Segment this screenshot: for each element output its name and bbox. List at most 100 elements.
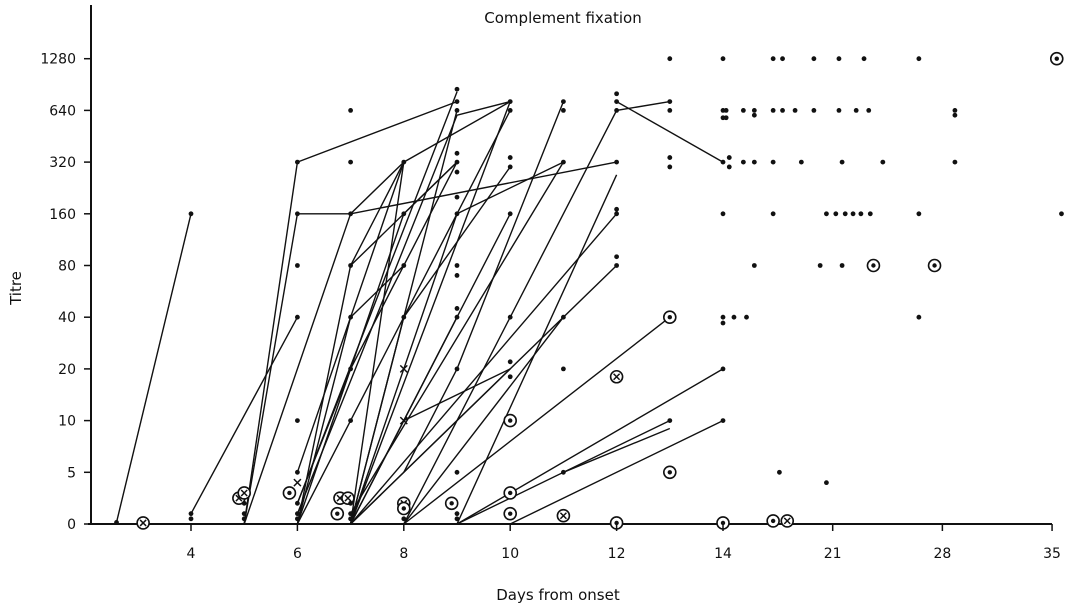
data-point — [454, 516, 460, 522]
point-dot — [811, 56, 817, 62]
series-line — [296, 100, 511, 514]
data-point — [720, 418, 726, 423]
point-dot — [720, 418, 726, 423]
data-point — [720, 314, 726, 320]
point-dot — [751, 108, 757, 113]
point-dot — [614, 159, 619, 165]
x-tick-label: 6 — [293, 546, 302, 562]
point-dot — [287, 490, 292, 496]
data-point — [780, 514, 795, 528]
series-line — [350, 368, 511, 525]
data-point — [723, 108, 729, 113]
point-dot — [188, 516, 194, 522]
data-point — [561, 314, 566, 320]
point-dot — [850, 211, 856, 217]
data-point — [726, 155, 732, 160]
point-dot — [932, 263, 937, 268]
data-point — [401, 159, 407, 165]
data-point — [454, 511, 460, 517]
point-cross — [399, 416, 408, 425]
series-line — [456, 174, 618, 525]
data-point — [561, 108, 566, 113]
data-point — [792, 108, 798, 113]
series-line — [403, 316, 671, 525]
point-dot — [454, 211, 460, 217]
data-point — [454, 150, 460, 156]
data-point — [824, 211, 829, 217]
point-dot — [720, 314, 726, 320]
data-point — [614, 211, 619, 217]
point-dot — [508, 490, 513, 496]
point-dot — [507, 108, 513, 113]
point-dot — [348, 159, 353, 165]
data-point — [916, 314, 922, 320]
series-line — [509, 419, 724, 525]
x-axis-title: Days from onset — [496, 586, 620, 604]
data-point — [916, 56, 922, 62]
data-point — [454, 263, 460, 268]
data-point — [454, 169, 460, 175]
point-dot — [842, 211, 848, 217]
series-line — [403, 368, 511, 422]
point-dot — [839, 263, 845, 268]
point-dot — [720, 211, 726, 217]
point-dot — [952, 112, 958, 118]
data-point — [348, 263, 353, 268]
x-tick-label: 35 — [1043, 546, 1061, 562]
point-dot — [667, 155, 673, 160]
y-tick-label: 0 — [67, 517, 76, 533]
data-point — [614, 254, 619, 260]
point-dot — [667, 99, 673, 105]
data-point — [454, 211, 460, 217]
x-tick-label: 28 — [933, 546, 951, 562]
data-point — [861, 56, 867, 62]
point-dot — [401, 263, 407, 268]
data-point — [561, 469, 566, 475]
point-dot — [916, 56, 922, 62]
data-point — [866, 258, 881, 273]
point-dot — [507, 164, 513, 170]
point-dot — [817, 263, 823, 268]
point-dot — [454, 469, 460, 475]
point-dot — [454, 169, 460, 175]
point-cross — [293, 478, 302, 487]
point-cross — [344, 494, 352, 502]
point-dot — [114, 520, 119, 525]
point-dot — [295, 211, 300, 217]
y-tick-label: 160 — [49, 207, 76, 223]
point-dot — [507, 211, 513, 217]
y-tick-label: 640 — [49, 103, 76, 119]
point-dot — [667, 56, 673, 62]
data-point — [348, 500, 353, 506]
point-dot — [720, 56, 726, 62]
data-point — [561, 366, 566, 372]
point-dot — [614, 206, 619, 212]
point-dot — [740, 108, 746, 113]
data-point — [609, 369, 624, 384]
x-tick-label: 10 — [501, 546, 519, 562]
x-tick-label: 4 — [187, 546, 196, 562]
point-dot — [561, 469, 566, 475]
data-point — [667, 164, 673, 170]
data-point — [770, 56, 776, 62]
series-line — [403, 100, 670, 525]
point-dot — [348, 314, 353, 320]
point-dot — [614, 108, 619, 113]
data-point — [839, 263, 845, 268]
series-line — [563, 427, 671, 473]
point-dot — [720, 320, 726, 326]
series-line — [349, 101, 511, 525]
data-point — [952, 108, 958, 113]
data-point — [811, 108, 817, 113]
point-dot — [295, 516, 300, 522]
data-point — [503, 413, 518, 428]
x-axis-ticks: 4 6 8 10 12 14 21 28 35 — [187, 524, 1061, 562]
data-point — [867, 211, 873, 217]
point-dot — [720, 366, 726, 372]
series-line — [190, 316, 299, 515]
point-dot — [507, 374, 513, 380]
data-point — [136, 516, 150, 530]
data-point — [740, 108, 746, 113]
point-dot — [454, 511, 460, 517]
